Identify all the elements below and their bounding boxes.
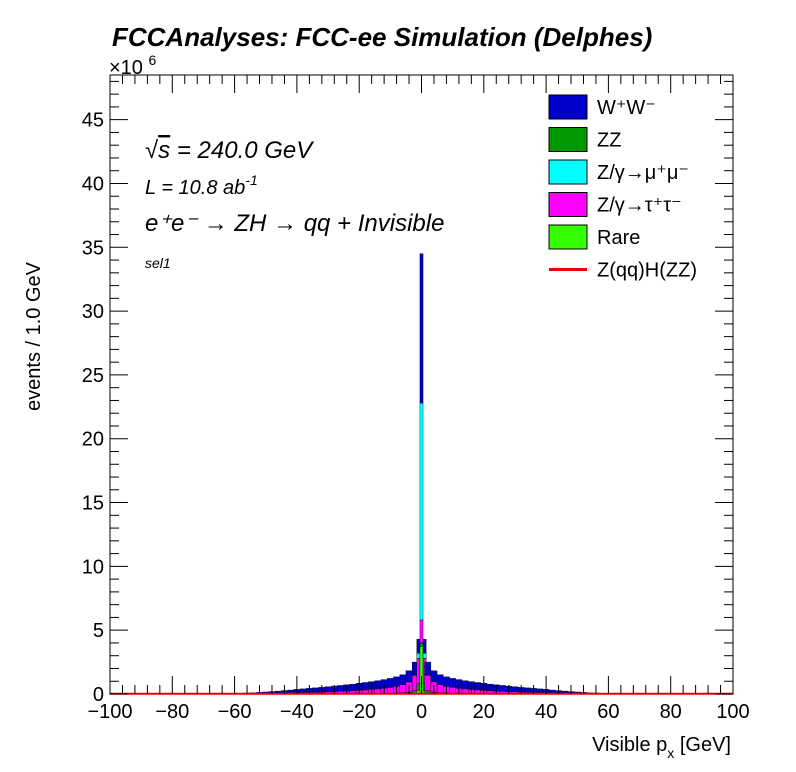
- bar-ww-36: [443, 676, 450, 687]
- bar-ww-19: [349, 683, 357, 692]
- y-tick-label: 0: [93, 684, 104, 706]
- x-tick-label: 0: [416, 701, 427, 723]
- legend-swatch-2: [548, 159, 588, 185]
- bar-ww-41: [474, 682, 481, 691]
- selection-annotation: sel1: [145, 255, 171, 271]
- legend-label-2: Z/γ→μ⁺μ⁻: [597, 162, 689, 184]
- y-tick-label: 40: [82, 173, 104, 195]
- legend-label-3: Z/γ→τ⁺τ⁻: [597, 195, 682, 217]
- bar-mumu-32: [422, 652, 427, 659]
- annotations: √s = 240.0 GeV L = 10.8 ab-1 e⁺e⁻ → ZH →…: [145, 137, 444, 271]
- legend-swatch-1: [548, 127, 588, 152]
- bar-ww-21: [362, 682, 369, 691]
- bar-tautau-30: [416, 658, 421, 684]
- bar-ww-13: [312, 687, 319, 693]
- bar-ww-11: [299, 688, 307, 693]
- y-multiplier-exp: 6: [149, 52, 157, 68]
- y-tick-label: 45: [82, 110, 104, 132]
- x-axis-title: Visible px [GeV]: [592, 734, 731, 761]
- legend-label-4: Rare: [597, 227, 640, 249]
- x-tick-label: 80: [660, 701, 682, 723]
- legend-label-1: ZZ: [597, 130, 621, 152]
- x-tick-label: 20: [473, 701, 495, 723]
- legend-label-5: Z(qq)H(ZZ): [597, 260, 697, 282]
- histogram-bars: [231, 253, 612, 695]
- bar-ww-15: [324, 686, 332, 693]
- legend-label-0: W⁺W⁻: [597, 97, 656, 119]
- x-tick-label: 100: [716, 701, 749, 723]
- bar-tautau-25: [387, 687, 394, 694]
- bar-ww-33: [424, 661, 432, 676]
- bar-zz-31: [419, 642, 424, 647]
- bar-tautau-33: [424, 675, 432, 692]
- x-tick-label: −40: [280, 701, 314, 723]
- bar-ww-43: [486, 683, 494, 692]
- y-axis: 0 5 10 15 20 25 30 35 40 45: [82, 80, 733, 706]
- bar-ww-32: [422, 638, 427, 654]
- bar-ww-9: [287, 689, 294, 694]
- y-tick-label: 35: [82, 237, 104, 259]
- bar-ww-39: [461, 680, 469, 690]
- x-tick-label: 40: [535, 701, 557, 723]
- x-tick-label: −80: [155, 701, 189, 723]
- bar-tautau-23: [374, 688, 382, 694]
- y-tick-label: 25: [82, 365, 104, 387]
- bar-ww-47: [511, 686, 519, 693]
- bar-ww-30: [416, 638, 421, 654]
- x-axis-title-main: Visible p: [592, 734, 667, 756]
- bar-ww-23: [374, 680, 382, 690]
- y-tick-label: 5: [93, 620, 104, 642]
- lumi-annotation: L = 10.8 ab-1: [145, 172, 258, 199]
- bar-ww-17: [337, 685, 344, 692]
- y-tick-label: 20: [82, 429, 104, 451]
- bar-tautau-37: [449, 687, 456, 694]
- lumi-main: L = 10.8 ab: [145, 177, 245, 199]
- y-multiplier: ×10 6: [109, 52, 157, 79]
- legend-swatch-3: [548, 192, 588, 217]
- chart-title: FCCAnalyses: FCC-ee Simulation (Delphes): [112, 22, 652, 52]
- x-tick-label: −60: [218, 701, 252, 723]
- x-tick-label: 60: [597, 701, 619, 723]
- lumi-exp: -1: [245, 172, 257, 188]
- bar-mumu-31: [419, 402, 424, 621]
- bar-ww-37: [449, 678, 456, 688]
- bar-ww-51: [536, 688, 544, 693]
- process-annotation: e⁺e⁻ → ZH → qq + Invisible: [145, 210, 444, 237]
- bar-ww-34: [430, 670, 438, 682]
- legend-swatch-4: [548, 224, 588, 250]
- bar-ww-53: [549, 689, 556, 694]
- sqrt-symbol: √: [145, 137, 159, 164]
- y-tick-label: 10: [82, 556, 104, 578]
- bar-ww-28: [405, 670, 413, 682]
- x-axis-title-sub: x: [667, 745, 674, 761]
- bar-ww-49: [524, 687, 531, 693]
- y-axis-title: events / 1.0 GeV: [23, 261, 45, 411]
- x-tick-label: −20: [342, 701, 376, 723]
- bar-tautau-27: [399, 684, 407, 693]
- x-axis-title-unit: [GeV]: [674, 734, 731, 756]
- legend: W⁺W⁻ ZZ Z/γ→μ⁺μ⁻ Z/γ→τ⁺τ⁻ Rare Z(qq)H(ZZ): [548, 94, 697, 282]
- bar-ww-27: [399, 674, 407, 685]
- bar-ww-26: [393, 676, 400, 687]
- bar-zz-30: [416, 683, 421, 691]
- bar-ww-31: [419, 253, 424, 404]
- x-axis: −100 −80 −60 −40 −20 0 20 40 60 80 100: [87, 75, 750, 723]
- energy-value: = 240.0 GeV: [170, 137, 314, 164]
- bar-ww-45: [499, 685, 506, 692]
- bar-ww-35: [436, 674, 444, 685]
- y-tick-label: 30: [82, 301, 104, 323]
- bar-tautau-39: [461, 688, 469, 694]
- y-multiplier-prefix: ×10: [109, 57, 143, 79]
- legend-swatch-0: [548, 94, 588, 120]
- x-tick-label: −100: [87, 701, 132, 723]
- bar-mumu-30: [416, 652, 421, 659]
- sqrt-s: s: [158, 137, 170, 164]
- y-tick-label: 15: [82, 493, 104, 515]
- bar-tautau-31: [419, 619, 424, 644]
- energy-annotation: √s = 240.0 GeV: [145, 137, 314, 164]
- bar-tautau-35: [436, 684, 444, 693]
- bar-ww-25: [387, 678, 394, 688]
